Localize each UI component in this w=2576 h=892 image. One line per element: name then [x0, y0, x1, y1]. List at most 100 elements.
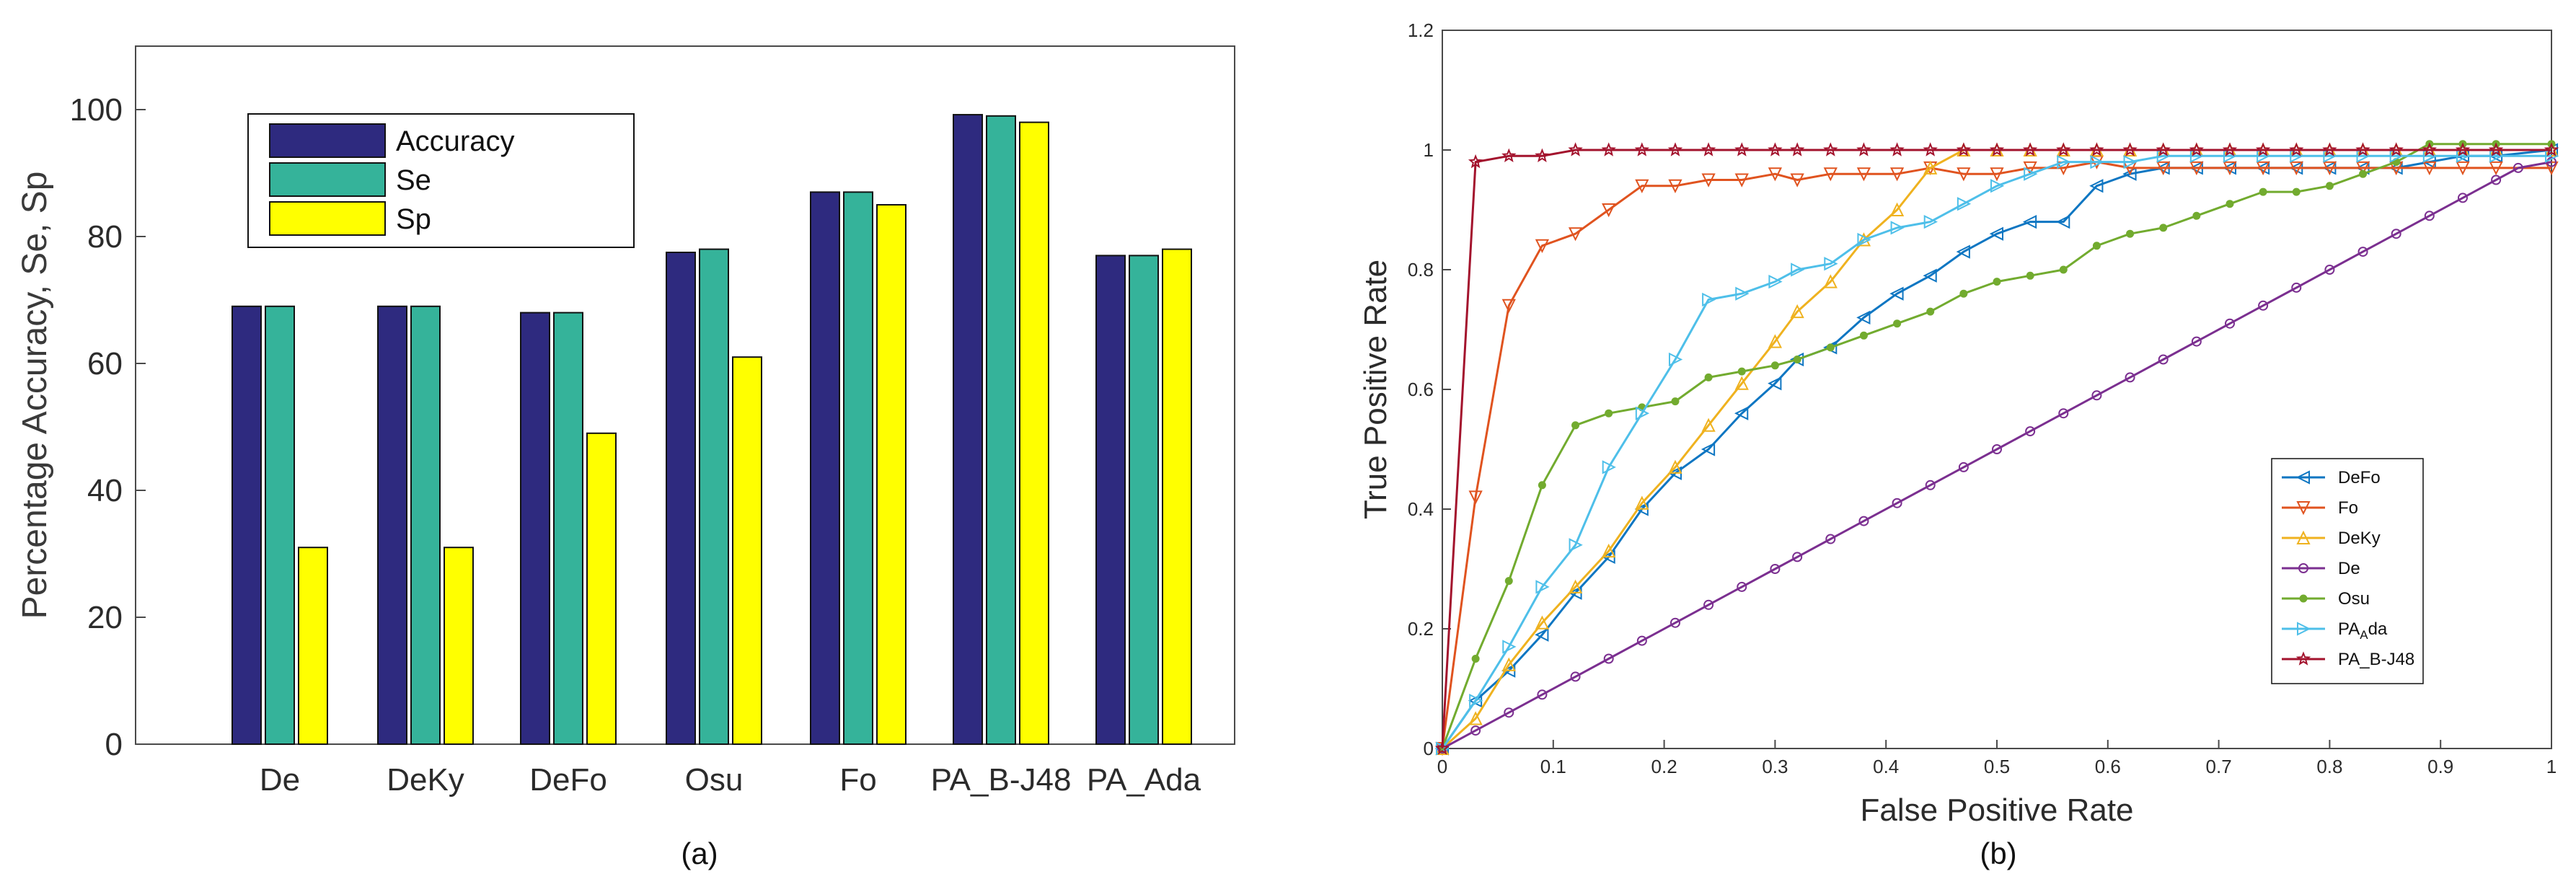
- roc-point-de: [2158, 354, 2169, 365]
- legend-label-rest: da: [2368, 619, 2388, 639]
- x-tick-label-a: PA_B-J48: [931, 762, 1072, 798]
- roc-point-pa-b-j48: [2122, 142, 2138, 156]
- roc-point-osu: [2059, 265, 2068, 274]
- roc-point-pa-b-j48: [1923, 142, 1938, 156]
- roc-point-defo: [2089, 179, 2104, 193]
- roc-point-pa-b-j48: [1468, 154, 1483, 169]
- legend-label-main: DeKy: [2338, 529, 2381, 548]
- roc-point-pa-b-j48: [2056, 142, 2071, 156]
- roc-point-de: [1737, 581, 1747, 592]
- roc-point-pa-b-j48: [1790, 142, 1805, 156]
- bar-se-de: [265, 305, 295, 745]
- roc-point-fo: [2023, 161, 2037, 176]
- roc-point-de: [1703, 599, 1714, 610]
- bar-accuracy-defo: [520, 312, 550, 746]
- roc-point-de: [1636, 635, 1647, 646]
- legend-label-sp: Sp: [396, 203, 431, 235]
- roc-point-osu: [1993, 278, 2001, 286]
- roc-point-pa-ada: [1702, 292, 1716, 307]
- legend-label-main: Fo: [2338, 498, 2358, 518]
- roc-line-pa-b-j48: [1441, 149, 2551, 749]
- x-tick-label-b: 0.1: [1540, 756, 1566, 777]
- roc-point-defo: [1923, 268, 1937, 283]
- roc-point-pa-ada: [1469, 693, 1483, 708]
- bar-sp-defo: [586, 432, 617, 745]
- roc-point-deky: [1768, 334, 1783, 348]
- roc-point-osu: [1959, 289, 1968, 298]
- y-tick-label-a: 80: [87, 219, 123, 255]
- roc-point-pa-b-j48: [1701, 142, 1716, 156]
- legend-label-pa-ada: PAAda: [2338, 619, 2388, 642]
- roc-point-osu: [1605, 409, 1613, 418]
- roc-point-pa-ada: [1668, 352, 1683, 367]
- x-tick-label-a: DeKy: [387, 762, 464, 798]
- roc-point-pa-b-j48: [1535, 148, 1550, 163]
- roc-point-de: [1537, 689, 1548, 700]
- roc-point-de: [1570, 671, 1581, 682]
- roc-point-defo: [2022, 214, 2037, 229]
- roc-point-osu: [2292, 187, 2301, 196]
- bar-se-deky: [410, 305, 441, 745]
- roc-point-defo: [1889, 286, 1904, 301]
- roc-point-fo: [2289, 161, 2303, 176]
- legend-marker-fo: [2296, 501, 2311, 516]
- y-tick-label-b: 0.6: [1408, 379, 1434, 400]
- x-tick-label-a: PA_Ada: [1087, 762, 1201, 798]
- legend-label-pa-b-j48: PA_B-J48: [2338, 650, 2414, 669]
- roc-point-pa-b-j48: [1989, 142, 2005, 156]
- roc-point-pa-b-j48: [2422, 142, 2437, 156]
- roc-point-pa-b-j48: [1734, 142, 1750, 156]
- roc-point-osu: [2092, 242, 2101, 250]
- x-tick-label-a: Osu: [685, 762, 744, 798]
- roc-point-osu: [1704, 373, 1713, 381]
- bar-accuracy-deky: [377, 305, 407, 745]
- roc-point-pa-b-j48: [2089, 142, 2104, 156]
- legend-label-de: De: [2338, 559, 2360, 578]
- roc-point-osu: [1538, 481, 1546, 490]
- legend-label-main: PA_B-J48: [2338, 650, 2414, 669]
- roc-point-pa-ada: [1923, 214, 1938, 229]
- roc-line-fo: [1441, 161, 2551, 749]
- roc-point-osu: [2026, 271, 2034, 280]
- roc-point-pa-b-j48: [2322, 142, 2337, 156]
- legend-label-osu: Osu: [2338, 589, 2370, 609]
- legend-marker-defo: [2295, 470, 2310, 485]
- roc-point-osu: [2259, 187, 2267, 196]
- roc-point-osu: [1859, 331, 1868, 340]
- roc-point-defo: [1734, 406, 1749, 420]
- bar-accuracy-pa_ada: [1095, 255, 1126, 745]
- roc-point-osu: [2359, 169, 2368, 178]
- roc-point-deky: [1568, 579, 1583, 593]
- roc-point-pa-b-j48: [2544, 142, 2559, 156]
- roc-point-de: [1825, 534, 1836, 544]
- y-axis-label-b: True Positive Rate: [1358, 260, 1393, 519]
- legend-label-se: Se: [396, 164, 431, 196]
- roc-point-pa-b-j48: [2355, 142, 2370, 156]
- legend-swatch-accuracy: [269, 123, 386, 158]
- bar-accuracy-osu: [666, 252, 696, 745]
- roc-point-deky: [1501, 657, 1516, 671]
- y-tick-label-a: 100: [70, 92, 123, 128]
- legend-marker-deky: [2296, 530, 2311, 544]
- bar-sp-pa_ada: [1162, 248, 1192, 746]
- roc-point-fo: [2256, 161, 2270, 176]
- roc-point-fo: [1535, 239, 1550, 254]
- roc-point-deky: [1790, 304, 1804, 319]
- bar-accuracy-de: [231, 305, 262, 745]
- y-tick-label-b: 1: [1424, 139, 1434, 161]
- roc-point-fo: [1568, 227, 1583, 242]
- bar-sp-osu: [732, 356, 762, 745]
- y-tick-label-b: 0.4: [1408, 498, 1434, 520]
- bar-se-pa_ada: [1129, 255, 1159, 745]
- y-tick-label-b: 0.2: [1408, 618, 1434, 640]
- legend-swatch-sp: [269, 201, 386, 236]
- roc-point-deky: [1701, 418, 1716, 432]
- roc-point-de: [2513, 162, 2523, 173]
- legend-marker-pa-ada: [2297, 622, 2311, 636]
- roc-point-osu: [1737, 367, 1746, 376]
- roc-point-de: [2491, 175, 2502, 185]
- legend-label-fo: Fo: [2338, 498, 2358, 518]
- y-tick-label-b: 0.8: [1408, 259, 1434, 281]
- roc-point-pa-b-j48: [1856, 142, 1871, 156]
- roc-line-osu: [1441, 143, 2551, 749]
